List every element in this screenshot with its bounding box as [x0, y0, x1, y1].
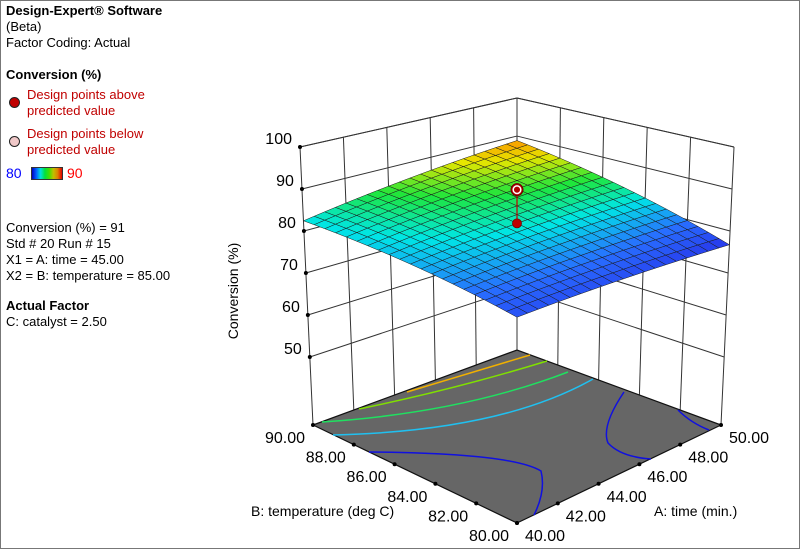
y-tick — [351, 442, 356, 447]
z-tick — [307, 354, 312, 359]
actual-factor-value: C: catalyst = 2.50 — [6, 314, 107, 329]
z-tick-label: 60 — [282, 299, 300, 316]
x-tick-label: 50.00 — [729, 430, 769, 447]
legend-above-line2: predicted value — [27, 103, 116, 118]
z-tick — [298, 145, 302, 149]
below-point-icon — [9, 136, 20, 147]
colorbar-min: 80 — [6, 165, 22, 181]
beta-label: (Beta) — [6, 19, 42, 34]
x-tick — [637, 462, 642, 467]
legend-below-line1: Design points below — [27, 126, 144, 141]
y-tick-label: 84.00 — [387, 489, 427, 506]
z-tick-label: 80 — [278, 215, 296, 232]
y-tick-label: 88.00 — [306, 450, 346, 467]
x-tick — [555, 501, 560, 506]
z-tick — [301, 228, 306, 233]
contour-line — [368, 451, 544, 516]
response-title: Conversion (%) — [6, 67, 102, 82]
y-tick — [311, 423, 315, 427]
plot-floor — [311, 349, 723, 524]
x-tick-label: 46.00 — [647, 469, 687, 486]
x-tick-label: 40.00 — [525, 528, 565, 545]
x-tick — [719, 423, 723, 427]
surface-cell — [505, 307, 529, 318]
actual-factor-heading: Actual Factor — [6, 298, 90, 313]
point-response: Conversion (%) = 91 — [6, 220, 125, 235]
wall-gridline — [342, 137, 355, 411]
wall-gridline — [309, 287, 518, 358]
floor-plane — [311, 349, 723, 524]
app-title: Design-Expert® Software — [6, 3, 163, 18]
contour-line — [605, 391, 652, 460]
y-tick-label: 82.00 — [428, 508, 468, 525]
x-axis-label: A: time (min.) — [654, 503, 737, 519]
response-surface — [302, 140, 731, 318]
point-std-run: Std # 20 Run # 15 — [6, 236, 111, 251]
z-tick — [299, 186, 304, 191]
y-tick — [392, 462, 397, 467]
y-tick — [433, 481, 438, 486]
design-points — [510, 183, 524, 229]
wall-top-edge — [516, 97, 735, 148]
predicted-point-marker — [512, 218, 522, 229]
wall-gridline — [679, 137, 692, 411]
z-tick-label: 100 — [265, 131, 292, 148]
contour-line — [677, 409, 710, 431]
contour-line — [332, 378, 594, 436]
y-tick-label: 86.00 — [347, 469, 387, 486]
y-tick — [474, 501, 479, 506]
axes: 50 60 70 80 90 100 80.0082.0084.0086.0088.0090… — [265, 131, 769, 545]
x-tick-label: 44.00 — [607, 489, 647, 506]
floor-contours — [321, 354, 710, 516]
above-point-icon — [9, 97, 20, 108]
wall-gridline — [301, 135, 518, 190]
wall-gridline — [720, 146, 735, 426]
x-tick — [596, 481, 601, 486]
x-tick-label: 48.00 — [688, 450, 728, 467]
factor-coding: Factor Coding: Actual — [6, 35, 131, 50]
y-axis-label: B: temperature (deg C) — [251, 503, 394, 519]
legend-below-line2: predicted value — [27, 142, 116, 157]
wall-gridline — [386, 127, 396, 396]
y-tick-label: 90.00 — [265, 430, 305, 447]
contour-line — [358, 360, 548, 410]
wall-gridline — [516, 135, 733, 190]
x-tick — [515, 521, 519, 525]
contour-line — [406, 354, 531, 393]
colorbar-max: 90 — [67, 165, 83, 181]
color-scale-bar — [31, 167, 63, 180]
legend-above-line1: Design points above — [27, 87, 145, 102]
z-tick — [305, 312, 310, 317]
x-tick-label: 42.00 — [566, 508, 606, 525]
z-tick-label: 90 — [276, 173, 294, 190]
contour-line — [321, 371, 569, 423]
point-x1: X1 = A: time = 45.00 — [6, 252, 124, 267]
z-tick-label: 70 — [280, 257, 298, 274]
x-tick — [678, 442, 683, 447]
wall-top-edge — [299, 97, 518, 148]
y-tick-label: 80.00 — [469, 528, 509, 545]
design-point-ring — [512, 185, 522, 195]
z-tick — [303, 270, 308, 275]
point-x2: X2 = B: temperature = 85.00 — [6, 268, 171, 283]
z-axis-label: Conversion (%) — [225, 243, 241, 339]
z-tick-label: 50 — [284, 341, 302, 358]
wall-gridline — [299, 146, 314, 426]
